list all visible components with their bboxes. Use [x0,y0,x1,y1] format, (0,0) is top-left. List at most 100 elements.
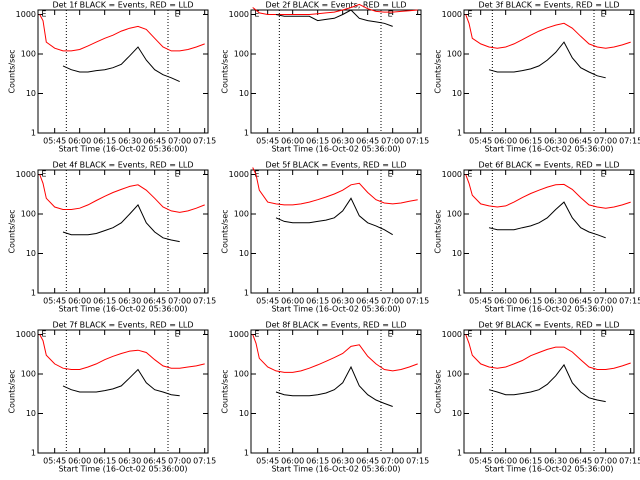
plot-frame [250,169,422,294]
annotation: E [254,330,259,339]
x-tick-label: 06:00 [68,137,91,146]
y-tick-label: 100 [447,210,462,219]
x-tick-label: 06:30 [118,457,141,466]
x-tick-label: 06:45 [143,457,166,466]
x-tick-label: 06:45 [356,297,379,306]
x-tick-label: 07:00 [594,297,617,306]
y-tick-label: 1 [457,289,462,298]
x-tick-label: 05:45 [256,297,279,306]
y-tick-label: 1000 [442,330,462,339]
y-axis-label: Counts/sec [434,49,443,93]
plot-frame [463,9,635,134]
x-tick-label: 07:15 [193,457,216,466]
x-tick-label: 07:00 [381,297,404,306]
x-tick-label: 06:45 [569,297,592,306]
x-tick-label: 05:45 [43,137,66,146]
x-tick-label: 06:00 [281,137,304,146]
x-axis-label: Start Time (16-Oct-02 05:36:00) [484,305,613,314]
series-line [275,197,393,236]
x-axis-label: Start Time (16-Oct-02 05:36:00) [484,145,613,154]
series-line [62,204,180,243]
annotation: E [601,10,606,19]
x-axis-label: Start Time (16-Oct-02 05:36:00) [58,305,187,314]
plot-frame [37,9,209,134]
y-tick-label: 10 [26,249,36,258]
x-tick-label: 06:00 [494,137,517,146]
annotation: E [41,10,46,19]
x-tick-label: 07:00 [168,457,191,466]
y-tick-label: 1 [457,129,462,138]
x-tick-label: 06:45 [356,137,379,146]
x-tick-label: 07:15 [406,297,429,306]
annotation: E [175,10,180,19]
y-tick-label: 100 [21,370,36,379]
plot-frame [37,169,209,294]
annotation: E [388,10,393,19]
y-tick-label: 1000 [16,170,36,179]
x-tick-label: 07:00 [594,457,617,466]
x-tick-label: 06:00 [68,457,91,466]
x-tick-label: 07:15 [619,137,640,146]
x-tick-label: 06:30 [118,137,141,146]
y-tick-label: 1 [31,449,36,458]
y-tick-label: 10 [239,89,249,98]
annotation: E [254,10,259,19]
y-tick-label: 100 [234,370,249,379]
x-tick-label: 06:15 [519,297,542,306]
annotation: E [175,170,180,179]
x-tick-label: 07:15 [619,297,640,306]
y-tick-label: 1000 [16,10,36,19]
chart-title: Det 9f BLACK = Events, RED = LLD [478,321,619,330]
chart-title: Det 8f BLACK = Events, RED = LLD [265,321,406,330]
x-tick-label: 06:15 [519,457,542,466]
y-tick-label: 1 [244,449,249,458]
x-tick-label: 05:45 [469,297,492,306]
x-tick-label: 06:00 [494,457,517,466]
y-tick-label: 1000 [16,330,36,339]
x-tick-label: 06:30 [331,457,354,466]
x-tick-label: 06:00 [281,297,304,306]
x-tick-label: 07:15 [619,457,640,466]
y-axis-label: Counts/sec [221,49,230,93]
x-tick-label: 06:30 [544,137,567,146]
annotation: E [467,170,472,179]
x-axis-label: Start Time (16-Oct-02 05:36:00) [484,465,613,474]
annotation: E [467,10,472,19]
x-tick-label: 07:15 [193,137,216,146]
y-tick-label: 100 [447,370,462,379]
series-line [252,3,418,15]
x-tick-label: 07:00 [168,297,191,306]
series-line [62,368,180,397]
x-tick-label: 06:30 [118,297,141,306]
x-tick-label: 06:45 [143,137,166,146]
annotation: E [601,170,606,179]
y-tick-label: 10 [452,89,462,98]
x-tick-label: 05:45 [43,457,66,466]
y-axis-label: Counts/sec [8,49,17,93]
y-tick-label: 10 [26,409,36,418]
x-axis-label: Start Time (16-Oct-02 05:36:00) [271,145,400,154]
y-axis-label: Counts/sec [8,209,17,253]
annotation: E [175,330,180,339]
x-tick-label: 06:15 [306,297,329,306]
x-tick-label: 07:15 [406,137,429,146]
y-axis-label: Counts/sec [8,369,17,413]
plot-frame [250,329,422,454]
y-tick-label: 10 [239,249,249,258]
plot-frame [250,9,422,134]
x-tick-label: 07:00 [381,457,404,466]
annotation: E [254,170,259,179]
chart-title: Det 7f BLACK = Events, RED = LLD [52,321,193,330]
annotation: E [41,330,46,339]
y-tick-label: 10 [452,409,462,418]
series-line [39,174,205,213]
x-axis-label: Start Time (16-Oct-02 05:36:00) [271,465,400,474]
chart-title: Det 4f BLACK = Events, RED = LLD [52,161,193,170]
y-axis-label: Counts/sec [434,369,443,413]
x-tick-label: 07:15 [406,457,429,466]
y-tick-label: 1 [244,289,249,298]
y-tick-label: 100 [21,50,36,59]
x-tick-label: 05:45 [256,457,279,466]
plot-frame [463,169,635,294]
x-tick-label: 06:45 [569,137,592,146]
